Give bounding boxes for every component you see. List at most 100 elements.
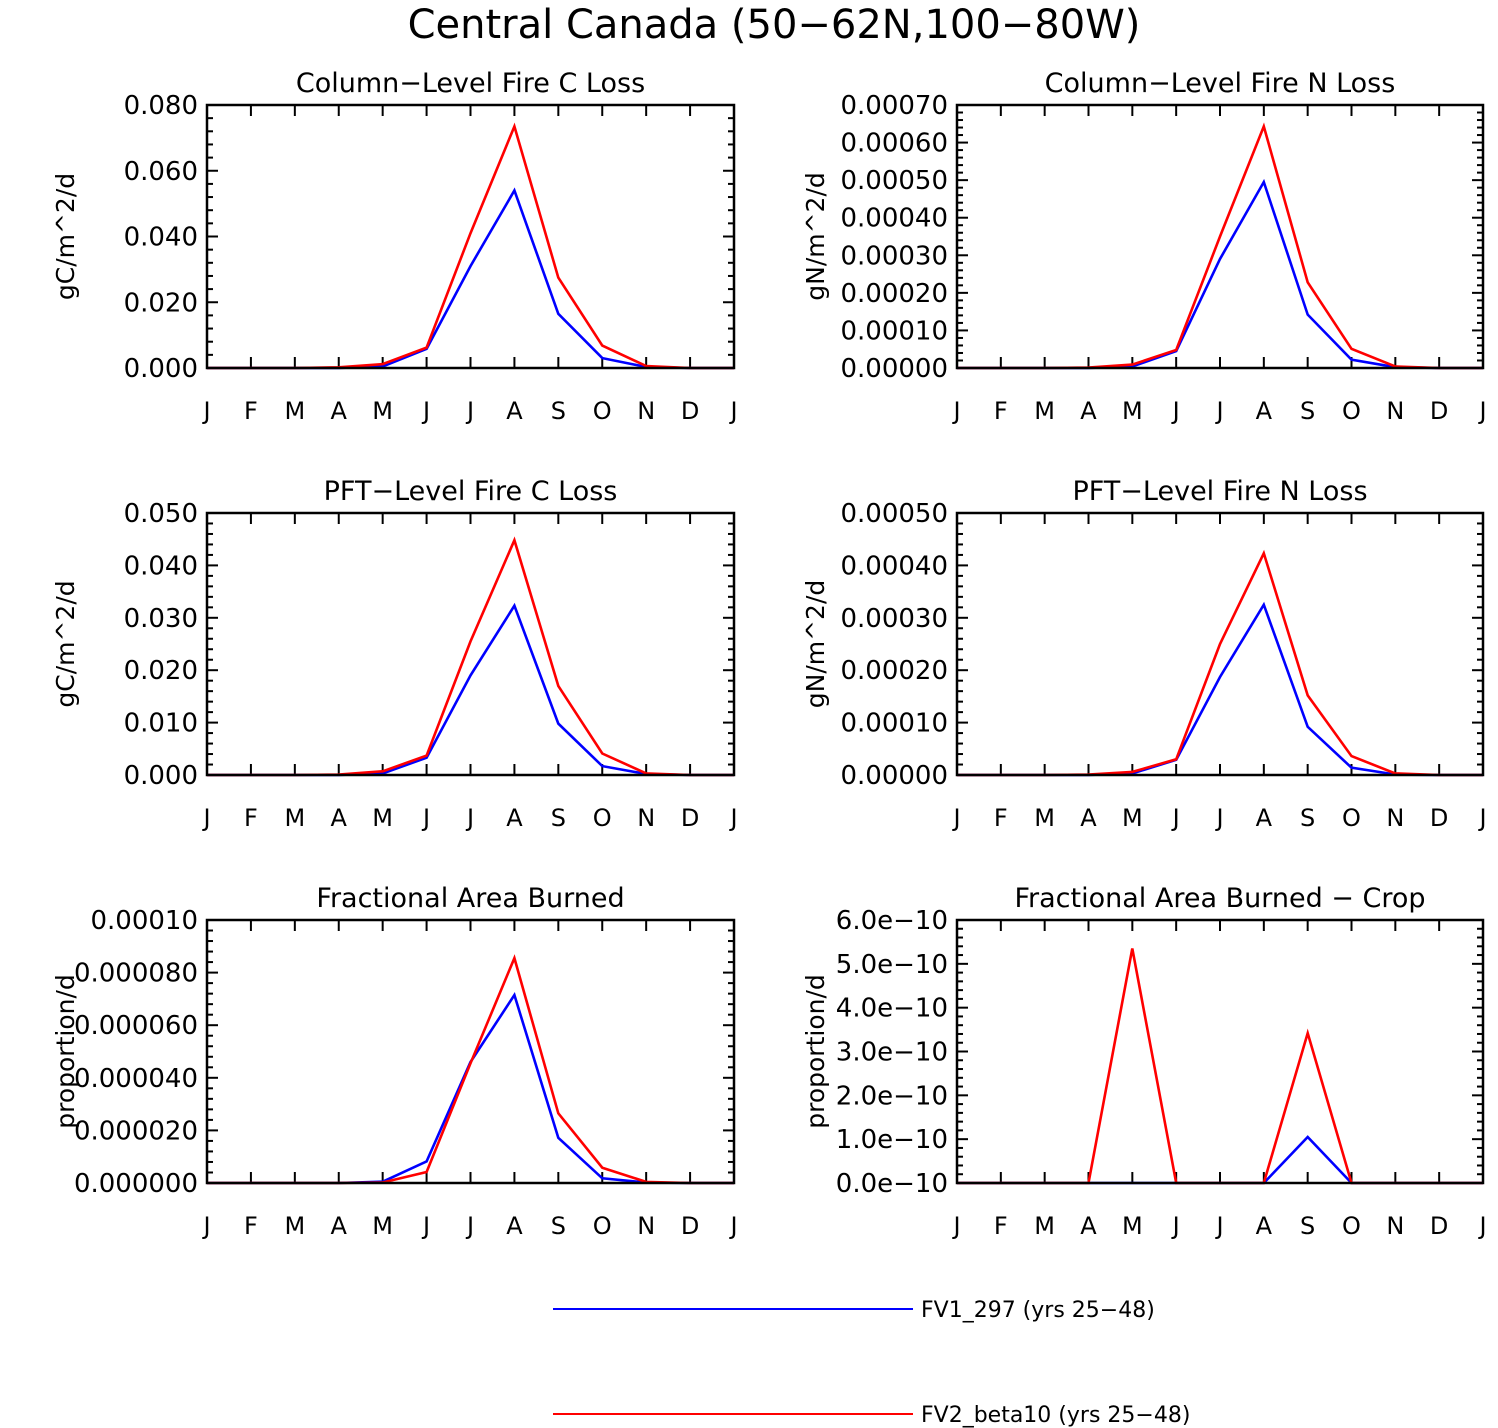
plot-frame	[955, 511, 1485, 777]
x-tick-label: J	[465, 1212, 474, 1240]
x-tick-label: M	[284, 1212, 305, 1240]
y-tick-label: 0.040	[124, 223, 198, 253]
x-tick-label: A	[331, 397, 348, 425]
x-tick-label: S	[551, 397, 566, 425]
y-tick-label: 0.00030	[840, 604, 948, 634]
x-tick-label: J	[728, 804, 737, 832]
y-axis-label: gN/m^2/d	[801, 172, 830, 301]
x-tick-label: D	[1430, 397, 1448, 425]
chart-panel-1: Column−Level Fire C Loss gC/m^2/d 0.000 0.0…	[51, 68, 738, 425]
panel-title: PFT−Level Fire N Loss	[1072, 476, 1367, 507]
y-tick-label: 0.00000	[840, 354, 948, 384]
x-tick-label: F	[994, 397, 1008, 425]
x-tick-label: O	[1342, 804, 1361, 832]
chart-panel-2: Column−Level Fire N Loss gN/m^2/d 0.00000 0…	[801, 68, 1487, 425]
y-tick-label: 0.00010	[90, 906, 198, 936]
x-tick-label: M	[372, 804, 393, 832]
x-tick-label: D	[1430, 804, 1448, 832]
x-tick-label: N	[1386, 1212, 1404, 1240]
x-tick-label: A	[1080, 397, 1097, 425]
x-tick-label: J	[728, 1212, 737, 1240]
panel-title: Column−Level Fire N Loss	[1045, 68, 1396, 99]
y-tick-label: 0.060	[124, 157, 198, 187]
x-tick-label: S	[1300, 804, 1315, 832]
panel-title: Column−Level Fire C Loss	[296, 68, 645, 99]
chart-panel-3: PFT−Level Fire C Loss gC/m^2/d 0.000 0.010 0…	[51, 476, 738, 832]
y-axis-label: gN/m^2/d	[801, 580, 830, 709]
y-tick-label: 0.00020	[840, 656, 948, 686]
y-tick-label: 2.0e−10	[836, 1081, 948, 1111]
y-tick-label: 0.00020	[840, 279, 948, 309]
y-tick-label: 0.020	[124, 656, 198, 686]
x-tick-label: A	[1256, 1212, 1273, 1240]
series-line-fv1	[207, 187, 734, 370]
x-tick-label: S	[551, 1212, 566, 1240]
chart-panel-5: Fractional Area Burnedproportion/d0.0000…	[51, 883, 738, 1240]
x-tick-label: O	[593, 804, 612, 832]
y-tick-label: 0.010	[124, 709, 198, 739]
x-tick-label: J	[201, 1212, 210, 1240]
x-tick-label: J	[201, 397, 210, 425]
plot-frame	[205, 918, 736, 1185]
y-tick-label: 0.050	[124, 499, 198, 529]
y-tick-label: 0.020	[124, 288, 198, 318]
x-tick-label: F	[994, 1212, 1008, 1240]
x-tick-label: F	[994, 804, 1008, 832]
plot-frame	[955, 918, 1485, 1185]
y-axis-label: proportion/d	[801, 974, 830, 1129]
x-tick-label: J	[421, 1212, 430, 1240]
legend-label-fv1: FV1_297 (yrs 25−48)	[921, 1298, 1155, 1323]
x-tick-label: J	[951, 397, 960, 425]
y-tick-label: 0.00010	[840, 316, 948, 346]
y-tick-label: 0.00040	[840, 204, 948, 234]
series-line-fv2	[957, 122, 1483, 370]
x-tick-label: N	[1386, 397, 1404, 425]
x-tick-label: M	[284, 397, 305, 425]
x-tick-label: N	[637, 1212, 655, 1240]
x-tick-label: J	[421, 804, 430, 832]
x-tick-label: A	[1080, 804, 1097, 832]
x-tick-label: D	[681, 1212, 699, 1240]
y-axis-label: proportion/d	[51, 974, 80, 1129]
x-tick-label: O	[593, 1212, 612, 1240]
x-tick-label: N	[637, 397, 655, 425]
y-tick-label: 0.000060	[74, 1011, 198, 1041]
x-tick-label: D	[681, 397, 699, 425]
x-tick-label: D	[681, 804, 699, 832]
y-tick-label: 0.000	[124, 354, 198, 384]
plot-frame	[955, 103, 1485, 370]
y-tick-label: 0.00040	[840, 551, 948, 581]
series-line-fv2	[207, 536, 734, 777]
y-axis-label: gC/m^2/d	[51, 580, 80, 707]
y-tick-label: 0.00050	[840, 499, 948, 529]
series-line-fv1	[207, 602, 734, 777]
x-tick-label: A	[1256, 804, 1273, 832]
y-tick-label: 6.0e−10	[836, 906, 948, 936]
x-tick-label: J	[1477, 804, 1486, 832]
x-tick-label: O	[1342, 1212, 1361, 1240]
x-tick-label: N	[637, 804, 655, 832]
x-tick-label: S	[1300, 1212, 1315, 1240]
y-tick-label: 5.0e−10	[836, 950, 948, 980]
x-tick-label: M	[1122, 1212, 1143, 1240]
x-tick-label: A	[506, 804, 523, 832]
y-tick-label: 0.00070	[840, 91, 948, 121]
y-tick-label: 0.00060	[840, 129, 948, 159]
y-tick-label: 0.00010	[840, 709, 948, 739]
x-tick-label: M	[1034, 804, 1055, 832]
figure-title: Central Canada (50−62N,100−80W)	[408, 2, 1141, 48]
y-tick-label: 0.080	[124, 91, 198, 121]
x-tick-label: A	[1256, 397, 1273, 425]
panels: Column−Level Fire C Loss gC/m^2/d 0.000 0.0…	[51, 68, 1487, 1240]
plot-frame	[205, 103, 736, 370]
series-line-fv2	[957, 948, 1483, 1185]
series-line-fv2	[957, 549, 1483, 777]
x-tick-label: M	[1122, 804, 1143, 832]
y-tick-label: 0.030	[124, 604, 198, 634]
x-tick-label: M	[1122, 397, 1143, 425]
series-line-fv1	[207, 991, 734, 1185]
y-tick-label: 0.00000	[840, 761, 948, 791]
x-tick-label: O	[1342, 397, 1361, 425]
x-tick-label: J	[728, 397, 737, 425]
x-tick-label: D	[1430, 1212, 1448, 1240]
